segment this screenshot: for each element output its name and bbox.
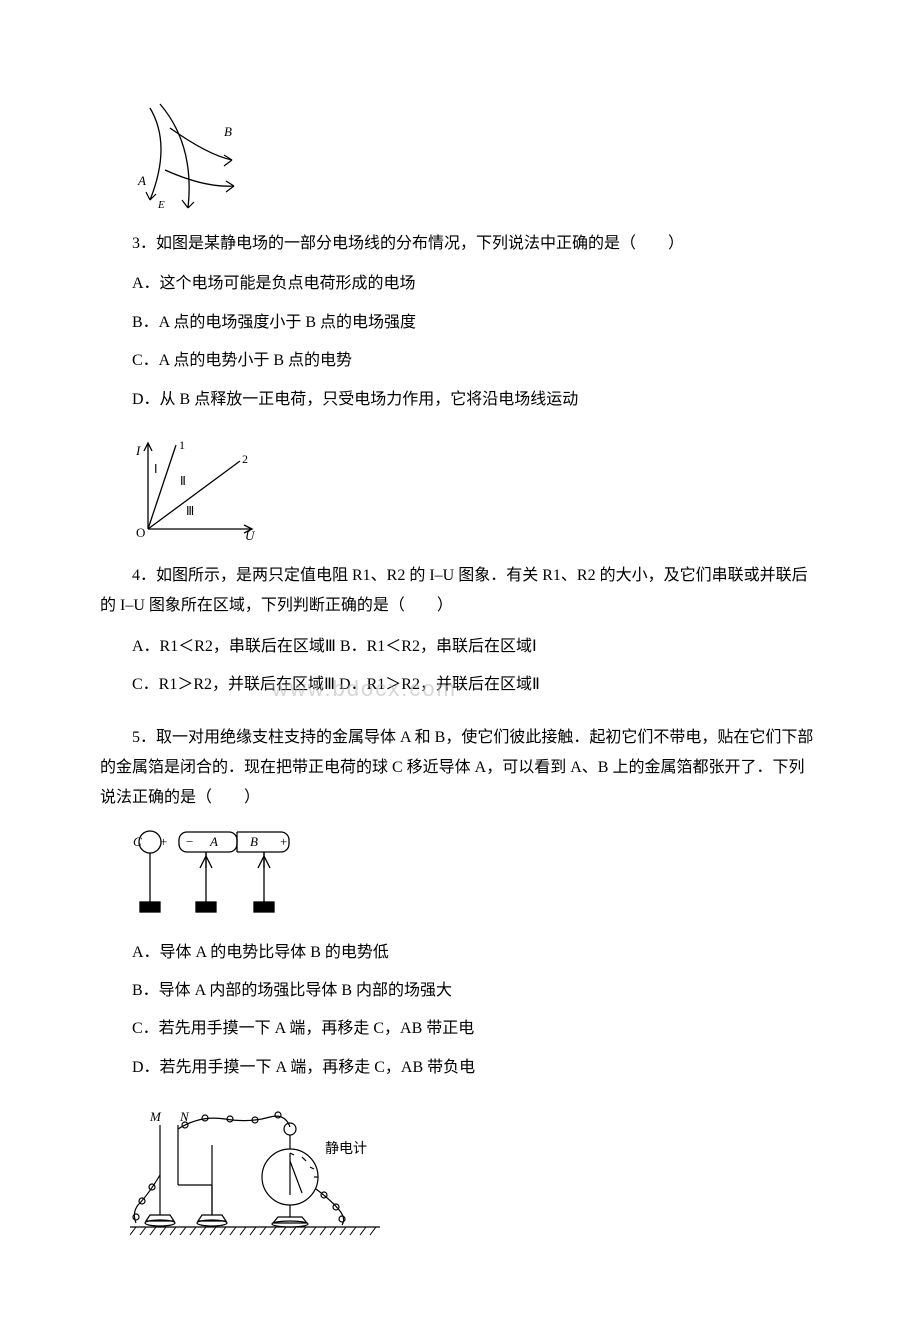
q4-block: 4．如图所示，是两只定值电阻 R1、R2 的 I–U 图象．有关 R1、R2 的…: [100, 561, 820, 701]
q4-axis-u: U: [245, 528, 256, 542]
q5-block: 5．取一对用绝缘支柱支持的金属导体 A 和 B，使它们彼此接触．起初它们不带电，…: [100, 723, 820, 1084]
q5-option-a: A．导体 A 的电势比导体 B 的电势低: [100, 938, 820, 968]
q5-figure: C + − A B +: [130, 824, 820, 924]
q5-option-b: B．导体 A 内部的场强比导体 B 内部的场强大: [100, 976, 820, 1006]
q5-label-a: A: [209, 834, 218, 849]
q6-figure: M N 静电计: [130, 1105, 820, 1245]
q5-sign-plus-c: +: [160, 834, 167, 849]
q5-label-b: B: [250, 834, 258, 849]
q3-block: 3．如图是某静电场的一部分电场线的分布情况，下列说法中正确的是（ ） A．这个电…: [100, 229, 820, 415]
q4-line2: 2: [242, 452, 248, 466]
q5-option-d: D．若先用手摸一下 A 端，再移走 C，AB 带负电: [100, 1053, 820, 1083]
q4-line1: 1: [179, 438, 185, 452]
q4-axis-i: I: [135, 443, 141, 458]
q4-region1: Ⅰ: [154, 462, 158, 476]
q5-option-c: C．若先用手摸一下 A 端，再移走 C，AB 带正电: [100, 1014, 820, 1044]
q4-option-ab: A．R1＜R2，串联后在区域Ⅲ B．R1＜R2，串联后在区域Ⅰ: [100, 632, 820, 662]
q3-stem: 3．如图是某静电场的一部分电场线的分布情况，下列说法中正确的是（ ）: [100, 229, 820, 259]
q5-label-c: C: [133, 834, 142, 849]
q3-option-b: B．A 点的电场强度小于 B 点的电场强度: [100, 308, 820, 338]
q5-sign-minus: −: [186, 834, 193, 849]
q3-option-a: A．这个电场可能是负点电荷形成的电场: [100, 269, 820, 299]
q4-region3: Ⅲ: [186, 504, 194, 518]
q4-stem: 4．如图所示，是两只定值电阻 R1、R2 的 I–U 图象．有关 R1、R2 的…: [100, 561, 820, 622]
q5-sign-plus-b: +: [280, 834, 287, 849]
q6-label-meter: 静电计: [325, 1141, 367, 1157]
q3-option-c: C．A 点的电势小于 B 点的电势: [100, 346, 820, 376]
q5-stem: 5．取一对用绝缘支柱支持的金属导体 A 和 B，使它们彼此接触．起初它们不带电，…: [100, 723, 820, 814]
q4-option-cd: C．R1＞R2，并联后在区域Ⅲ D．R1＞R2，并联后在区域Ⅱ: [100, 670, 820, 700]
q3-figure: A B E: [130, 100, 820, 215]
q6-label-n: N: [179, 1109, 190, 1124]
q3-label-b: B: [224, 124, 232, 139]
q3-option-d: D．从 B 点释放一正电荷，只受电场力作用，它将沿电场线运动: [100, 385, 820, 415]
q4-figure: I U O 1 2 Ⅰ Ⅱ Ⅲ: [130, 437, 820, 547]
q3-label-e: E: [157, 199, 165, 210]
q4-origin: O: [136, 525, 145, 540]
q4-region2: Ⅱ: [180, 474, 186, 488]
q3-label-a: A: [137, 173, 146, 188]
q6-label-m: M: [149, 1109, 162, 1124]
